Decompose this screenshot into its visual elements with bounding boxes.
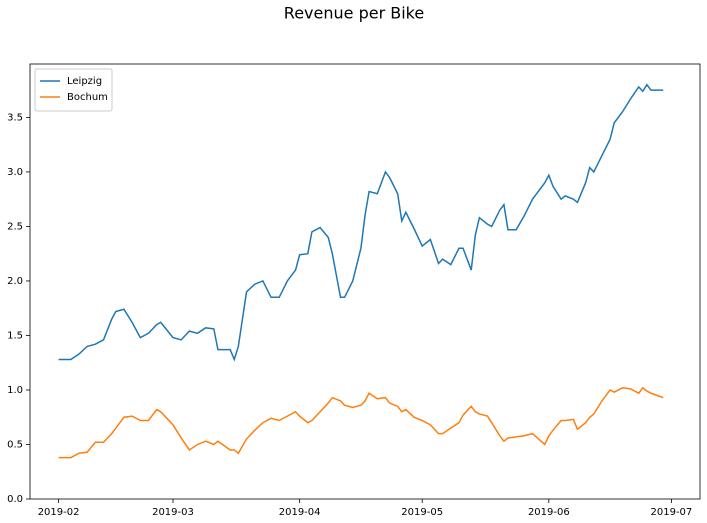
line-series [58, 386, 664, 459]
chart-title: Revenue per Bike [284, 4, 424, 23]
y-tick-label: 1.0 [7, 385, 23, 396]
y-tick-label: 1.5 [7, 330, 23, 341]
legend-box [34, 68, 113, 112]
y-tick-label: 3.0 [7, 167, 23, 178]
legend-label: Bochum [67, 92, 108, 103]
legend-label: Leipzig [67, 76, 102, 87]
y-tick-label: 2.0 [7, 276, 23, 287]
line-series [58, 83, 664, 362]
y-tick-label: 0.5 [7, 439, 23, 450]
x-tick-label: 2019-03 [152, 507, 194, 518]
x-tick-label: 2019-06 [528, 507, 570, 518]
y-tick-label: 2.5 [7, 221, 23, 232]
x-tick-label: 2019-07 [651, 507, 693, 518]
x-tick-label: 2019-05 [401, 507, 443, 518]
legend: Leipzig Bochum [34, 68, 113, 112]
x-tick-label: 2019-02 [38, 507, 80, 518]
y-tick-label: 0.0 [7, 494, 23, 505]
x-tick-label: 2019-04 [279, 507, 321, 518]
y-tick-label: 3.5 [7, 112, 23, 123]
plot-frame [29, 63, 701, 500]
